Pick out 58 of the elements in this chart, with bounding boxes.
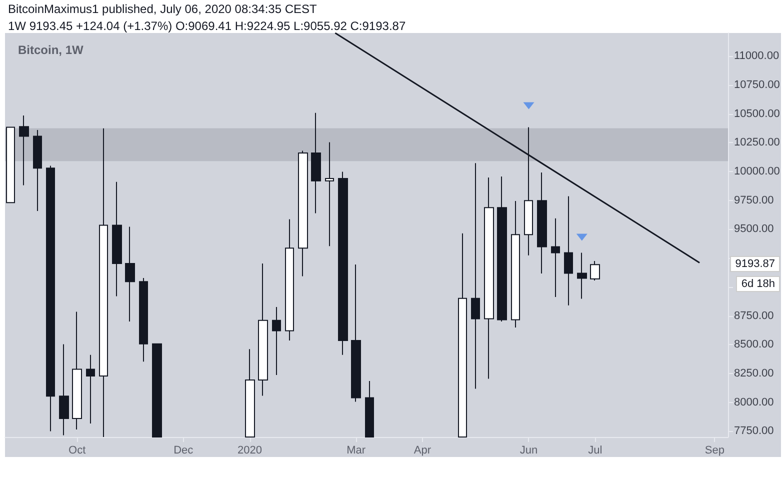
candlestick [298, 150, 308, 277]
candlestick [86, 354, 95, 424]
x-tick-label: Mar [346, 444, 366, 456]
y-tick-label: 9500.00 [734, 223, 774, 236]
candlestick [458, 232, 467, 438]
chart-subtitle: BitcoinMaximus1 published, July 06, 2020 08:34:35 CEST [8, 2, 317, 16]
candlestick [577, 252, 587, 300]
candlestick [152, 343, 162, 438]
x-tick-label: Dec [174, 444, 194, 456]
candlestick [72, 311, 82, 430]
candlestick [365, 380, 374, 438]
candlestick [511, 200, 520, 328]
text: 9193.87 [730, 256, 780, 272]
y-tick-label: 9750.00 [734, 194, 774, 206]
candlestick [484, 177, 494, 380]
text: 6d 18h [736, 276, 780, 292]
candlestick [325, 142, 334, 247]
candlestick [590, 260, 600, 281]
y-tick-label: 10500.00 [734, 108, 780, 120]
y-tick-label: 7750.00 [734, 425, 774, 438]
x-tick-label: Oct [68, 444, 86, 456]
candlestick [338, 171, 348, 356]
candlestick [33, 129, 42, 212]
candlestick [564, 196, 573, 306]
text: 1W 9193.45 +124.04 (+1.37%) O:9069.41 H:9224.95 L:9055.92 C:9193.87 [8, 19, 406, 33]
y-tick-label: 11000.00 [734, 50, 780, 62]
candlestick [19, 115, 29, 186]
candlestick [285, 218, 294, 341]
candlestick [471, 162, 480, 390]
candlestick [524, 126, 533, 256]
candlestick [551, 218, 560, 298]
candlestick [311, 112, 321, 214]
y-tick-label: 8000.00 [734, 396, 774, 408]
y-tick-label: 10000.00 [734, 166, 780, 178]
text: Bitcoin, 1W [18, 43, 84, 57]
y-tick-label: 10250.00 [734, 136, 780, 149]
candlestick [258, 263, 268, 396]
candlestick [6, 126, 15, 204]
x-tick-label: Sep [704, 444, 725, 456]
candlestick [99, 128, 108, 438]
candlestick [46, 165, 55, 432]
x-tick-label: 2020 [238, 444, 262, 456]
y-tick-label: 8750.00 [734, 310, 774, 322]
candlestick [112, 181, 122, 297]
candlestick [537, 172, 547, 274]
candlestick [139, 277, 148, 362]
candlestick [125, 226, 135, 322]
y-tick-label: 8250.00 [734, 368, 774, 380]
y-tick-label: 8500.00 [734, 338, 774, 351]
x-tick-label: Apr [414, 444, 432, 456]
candlestick [497, 176, 507, 322]
candlestick [272, 306, 281, 376]
x-tick-label: Jun [520, 444, 538, 456]
candlestick [59, 344, 69, 436]
y-tick-label: 10750.00 [734, 78, 780, 91]
candlestick [351, 264, 361, 402]
candlestick [245, 348, 255, 438]
x-tick-label: Jul [588, 444, 602, 456]
